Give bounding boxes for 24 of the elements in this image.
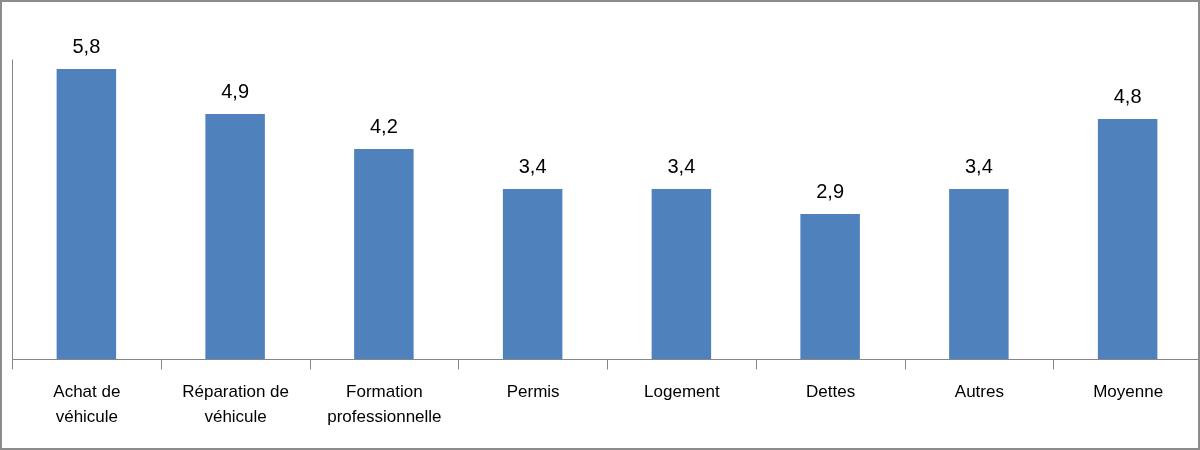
data-label: 3,4 <box>964 155 993 177</box>
data-label: 5,8 <box>72 35 101 57</box>
bar <box>800 214 860 359</box>
x-tick-label: Moyenne <box>1093 381 1164 401</box>
bar <box>949 189 1009 359</box>
x-tick-label: Logement <box>644 381 720 401</box>
data-label: 4,8 <box>1113 85 1142 107</box>
x-tick-label: Dettes <box>806 381 856 401</box>
bar <box>502 189 563 359</box>
x-tick-label: Réparation de véhicule <box>182 381 290 426</box>
x-tick-label: Autres <box>954 381 1004 401</box>
bar <box>1097 119 1158 359</box>
x-tick-label: Formation professionnelle <box>327 381 442 426</box>
x-tick-label: Permis <box>506 381 560 401</box>
data-label: 4,9 <box>221 80 250 102</box>
x-tick-label: Achat de véhicule <box>53 381 121 426</box>
data-label: 3,4 <box>518 155 547 177</box>
data-label: 3,4 <box>667 155 696 177</box>
bar <box>56 69 117 359</box>
data-label: 4,2 <box>369 115 398 137</box>
bar <box>651 189 712 359</box>
bar <box>205 114 265 359</box>
bar <box>354 149 414 359</box>
data-label: 2,9 <box>816 180 845 202</box>
